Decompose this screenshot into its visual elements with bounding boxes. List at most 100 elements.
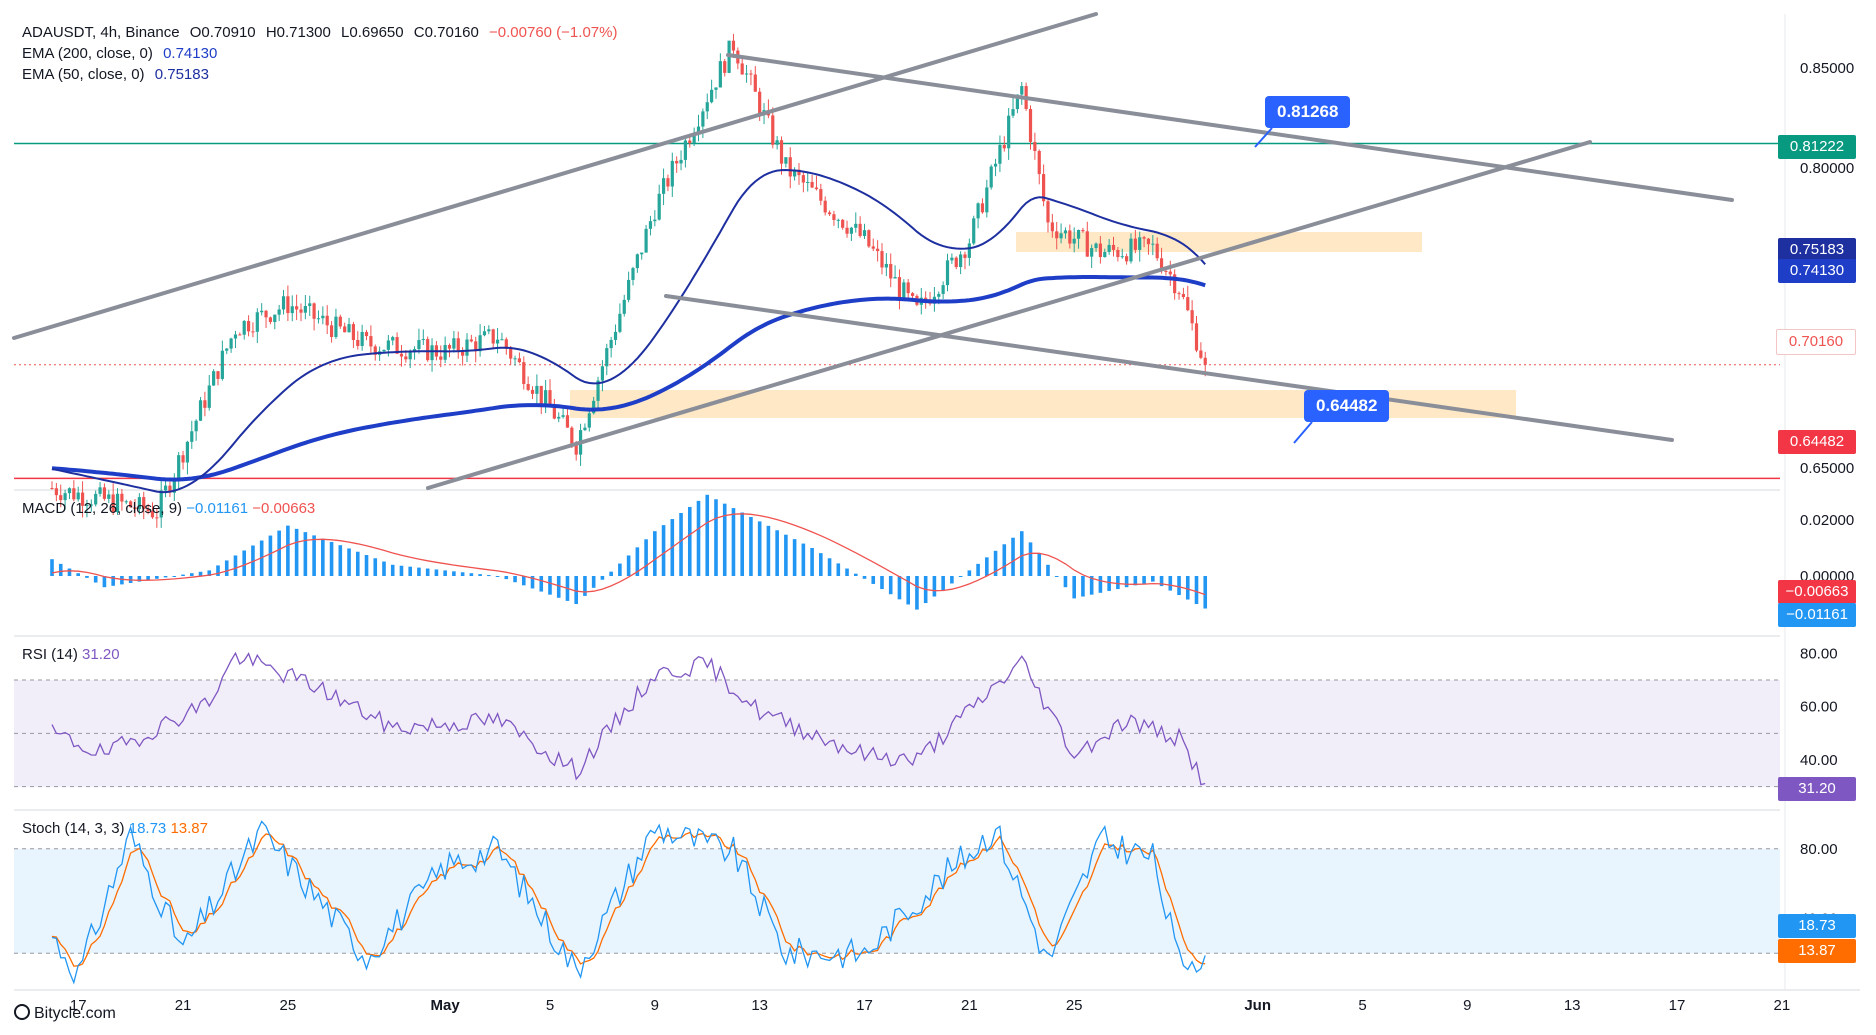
candle-body <box>522 362 526 384</box>
candle-body <box>985 187 989 213</box>
candle-body <box>54 488 58 496</box>
macd-histogram-bar <box>1177 576 1181 596</box>
candle-body <box>740 63 744 75</box>
candle-body <box>1055 231 1059 239</box>
candle-body <box>373 346 377 355</box>
candle-body <box>439 356 443 360</box>
candle-body <box>784 157 788 164</box>
candle-body <box>574 444 578 455</box>
macd-histogram-bar <box>58 563 63 576</box>
candle-body <box>63 493 67 501</box>
candle-body <box>430 345 434 361</box>
candle-body <box>570 427 574 445</box>
trendline <box>664 294 1674 442</box>
candle-body <box>1020 86 1024 95</box>
macd-histogram-bar <box>268 535 273 576</box>
x-tick-label: 13 <box>751 997 768 1014</box>
candle-body <box>596 380 600 401</box>
candle-body <box>399 353 404 357</box>
macd-histogram-bar <box>390 564 395 576</box>
macd-histogram-bar <box>382 561 386 576</box>
candle-body <box>906 282 910 294</box>
candle-body <box>163 485 168 491</box>
candle-body <box>1194 323 1199 351</box>
candle-body <box>1033 141 1037 151</box>
candle-body <box>998 145 1002 164</box>
brand-icon <box>14 1004 30 1020</box>
macd-line-value: −0.01161 <box>186 500 249 517</box>
macd-histogram-bar <box>233 555 238 576</box>
candle-body <box>124 501 128 503</box>
candle-body <box>59 495 63 501</box>
candle-body <box>605 348 609 367</box>
candle-body <box>194 420 198 432</box>
candle-body <box>426 339 430 361</box>
candle-body <box>1142 237 1146 239</box>
candle-body <box>696 126 701 134</box>
candle-body <box>683 140 688 160</box>
candle-body <box>749 73 753 75</box>
macd-histogram-bar <box>862 576 867 579</box>
candle-body <box>858 223 862 236</box>
candle-body <box>640 252 644 255</box>
macd-histogram-bar <box>696 500 701 576</box>
candle-body <box>1081 229 1085 232</box>
candle-body <box>889 263 893 279</box>
rsi-tag: 31.20 <box>1778 777 1856 801</box>
candle-body <box>867 230 871 247</box>
ema200-value: 0.74130 <box>163 45 218 62</box>
candle-body <box>509 348 513 359</box>
macd-histogram-bar <box>845 568 849 576</box>
rsi-line <box>51 651 1206 786</box>
candle-body <box>303 305 307 313</box>
candle-body <box>264 310 268 318</box>
candle-body <box>238 334 242 336</box>
macd-histogram-bar <box>504 576 509 580</box>
candle-body <box>910 293 915 296</box>
candle-body <box>771 115 775 145</box>
x-tick-label: 17 <box>70 997 87 1014</box>
macd-histogram-bar <box>434 569 439 576</box>
macd-histogram-bar <box>399 565 404 576</box>
brand: Bitycle.com <box>14 1004 116 1023</box>
macd-line-tag: −0.01161 <box>1778 603 1856 627</box>
macd-histogram-bar <box>1081 576 1085 597</box>
macd-histogram-bar <box>600 576 605 580</box>
candle-body <box>369 336 373 347</box>
candle-body <box>1076 229 1081 239</box>
candle-body <box>1085 231 1089 257</box>
macd-histogram-bar <box>784 534 788 576</box>
rsi-legend: RSI (14) 31.20 <box>22 646 120 663</box>
macd-histogram-bar <box>792 539 797 576</box>
macd-legend: MACD (12, 26, close, 9) −0.01161 −0.0066… <box>22 500 315 517</box>
candle-body <box>308 303 312 306</box>
candle-body <box>461 351 465 356</box>
macd-histogram-bar <box>819 553 823 576</box>
macd-histogram-bar <box>294 528 299 576</box>
macd-histogram-bar <box>495 576 500 577</box>
candle-body <box>1042 174 1046 202</box>
macd-histogram-bar <box>277 530 281 576</box>
stoch-d-value: 13.87 <box>170 820 208 837</box>
candle-body <box>382 349 386 352</box>
macd-histogram-bar <box>749 516 753 576</box>
supply-zone <box>1016 232 1422 252</box>
macd-histogram-bar <box>556 576 561 598</box>
high-value: H0.71300 <box>265 24 331 41</box>
macd-tick-label: 0.02000 <box>1800 512 1854 529</box>
ema50-line <box>51 168 1206 494</box>
candle-body <box>1168 271 1172 275</box>
candle-body <box>836 219 840 221</box>
candle-body <box>657 193 661 220</box>
lower-callout: 0.64482 <box>1304 390 1390 422</box>
candle-body <box>1111 244 1116 250</box>
candle-body <box>478 335 482 352</box>
macd-histogram-bar <box>1037 553 1042 576</box>
stoch-label: Stoch (14, 3, 3) <box>22 820 125 837</box>
candle-body <box>561 415 565 417</box>
macd-histogram-bar <box>111 576 115 586</box>
macd-histogram-bar <box>76 573 81 576</box>
macd-histogram-bar <box>312 535 316 576</box>
macd-histogram-bar <box>539 576 544 592</box>
macd-histogram-bar <box>355 551 360 576</box>
